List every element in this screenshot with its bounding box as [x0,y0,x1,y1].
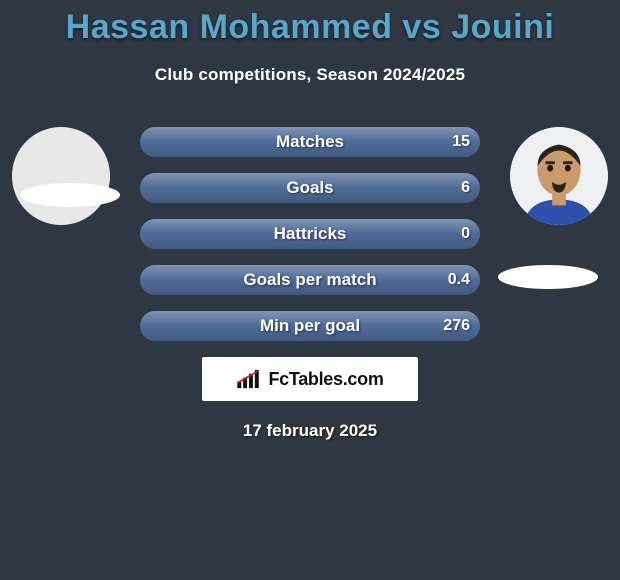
comparison-chart: Matches15 Goals6 Hattricks0 Goals per match… [0,127,620,441]
stat-value-p2: 6 [451,173,480,203]
stat-label: Goals [140,173,480,203]
player2-avatar [510,127,608,225]
page-title: Hassan Mohammed vs Jouini [0,8,620,47]
branding: FcTables.com [202,357,418,401]
page-subtitle: Club competitions, Season 2024/2025 [0,65,620,85]
stat-value-p1 [140,311,160,341]
player1-flag [20,183,120,207]
branding-text: FcTables.com [268,369,383,390]
stat-value-p1 [140,127,160,157]
stat-value-p2: 15 [442,127,480,157]
stat-label: Hattricks [140,219,480,249]
silhouette-icon [12,127,110,225]
stat-value-p2: 0 [451,219,480,249]
player1-avatar [12,127,110,225]
stat-row: Hattricks0 [140,219,480,249]
stat-value-p1 [140,265,160,295]
stat-value-p2: 0.4 [438,265,480,295]
player2-flag [498,265,598,289]
stat-value-p2: 276 [433,311,480,341]
stat-label: Goals per match [140,265,480,295]
player-face-icon [510,127,608,225]
bar-chart-icon [236,368,262,390]
bars-container: Matches15 Goals6 Hattricks0 Goals per match… [140,127,480,341]
stat-label: Min per goal [140,311,480,341]
date-text: 17 february 2025 [0,421,620,441]
stat-row: Matches15 [140,127,480,157]
stat-value-p1 [140,219,160,249]
stat-row: Min per goal276 [140,311,480,341]
stat-value-p1 [140,173,160,203]
stat-row: Goals per match0.4 [140,265,480,295]
stat-label: Matches [140,127,480,157]
stat-row: Goals6 [140,173,480,203]
